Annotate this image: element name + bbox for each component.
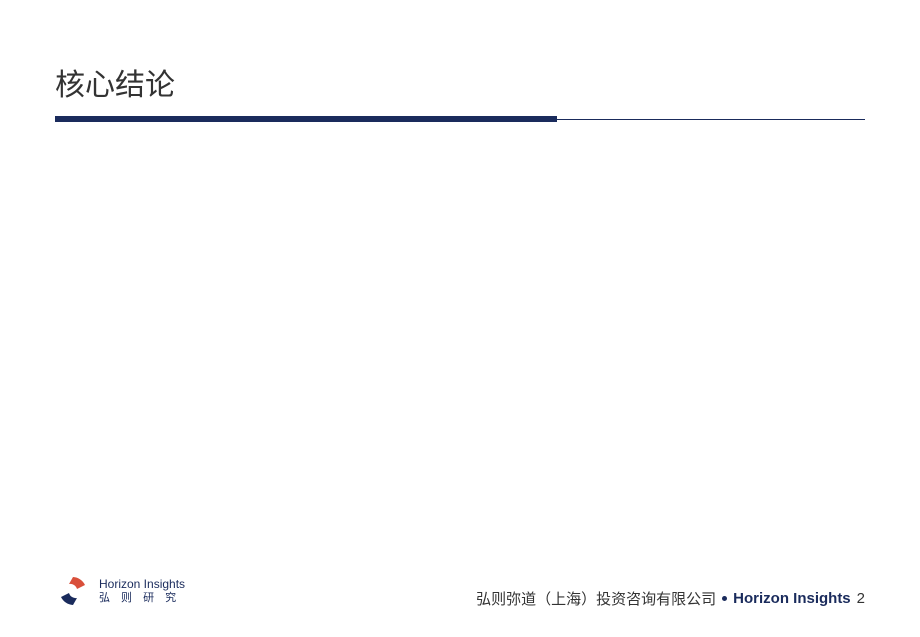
slide-header: 核心结论 — [55, 60, 865, 122]
logo-icon — [55, 573, 91, 609]
logo-text-en: Horizon Insights — [99, 577, 185, 591]
footer-right: 弘则弥道（上海）投资咨询有限公司 Horizon Insights 2 — [476, 588, 865, 609]
footer-dot-icon — [722, 596, 727, 601]
slide-title: 核心结论 — [55, 60, 865, 104]
logo-text: Horizon Insights 弘 则 研 究 — [99, 577, 185, 605]
logo-text-cn: 弘 则 研 究 — [99, 592, 185, 605]
title-underline — [55, 116, 865, 122]
underline-thick — [55, 116, 557, 122]
underline-thin — [557, 119, 865, 120]
slide-footer: Horizon Insights 弘 则 研 究 弘则弥道（上海）投资咨询有限公… — [55, 573, 865, 609]
logo-block: Horizon Insights 弘 则 研 究 — [55, 573, 185, 609]
footer-company: 弘则弥道（上海）投资咨询有限公司 — [476, 588, 716, 609]
footer-page-number: 2 — [857, 590, 865, 607]
footer-brand: Horizon Insights — [733, 590, 851, 607]
